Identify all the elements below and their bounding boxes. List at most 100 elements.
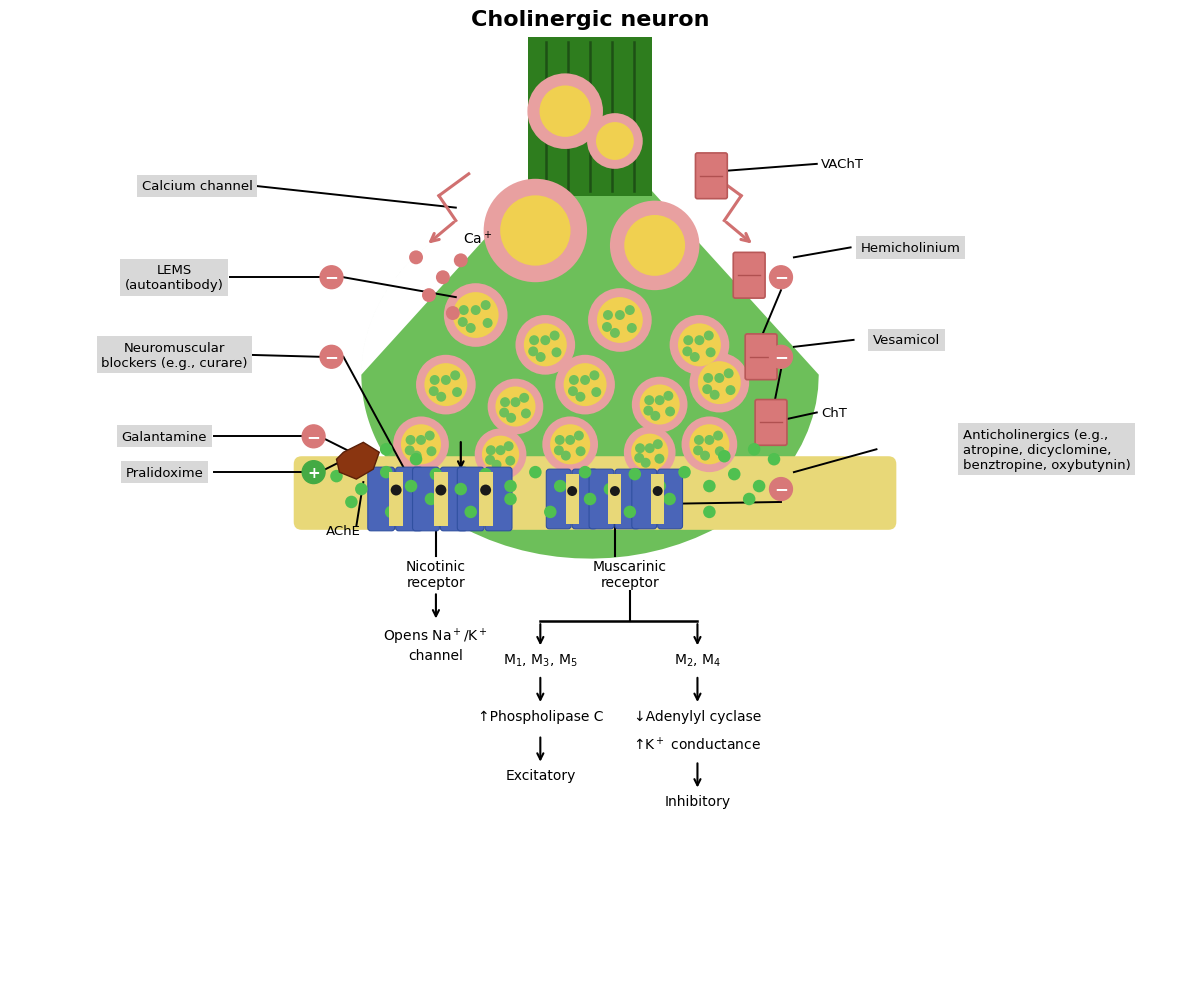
Circle shape xyxy=(704,435,714,445)
Circle shape xyxy=(436,271,450,285)
Circle shape xyxy=(610,202,700,291)
FancyBboxPatch shape xyxy=(368,468,395,531)
Circle shape xyxy=(653,487,662,497)
Circle shape xyxy=(683,336,694,346)
Circle shape xyxy=(654,454,665,464)
Circle shape xyxy=(678,466,691,479)
Circle shape xyxy=(485,455,496,465)
Circle shape xyxy=(550,331,559,341)
Circle shape xyxy=(391,485,402,496)
Circle shape xyxy=(486,445,496,455)
Circle shape xyxy=(625,306,635,316)
Circle shape xyxy=(624,506,636,519)
Circle shape xyxy=(521,410,530,419)
Circle shape xyxy=(678,324,721,367)
Bar xyxy=(528,43,652,192)
Circle shape xyxy=(587,114,643,170)
Circle shape xyxy=(540,336,551,346)
Circle shape xyxy=(425,493,437,506)
Bar xyxy=(479,473,493,526)
Circle shape xyxy=(404,446,415,456)
Circle shape xyxy=(505,456,515,466)
Circle shape xyxy=(689,424,730,465)
Circle shape xyxy=(401,424,442,465)
Circle shape xyxy=(464,506,476,519)
Bar xyxy=(652,475,664,524)
Circle shape xyxy=(510,398,521,408)
Circle shape xyxy=(504,493,517,506)
Circle shape xyxy=(330,470,343,483)
Text: −: − xyxy=(774,480,788,498)
Text: AChE: AChE xyxy=(326,524,361,537)
Circle shape xyxy=(655,396,665,406)
Circle shape xyxy=(520,394,529,404)
Circle shape xyxy=(504,480,517,493)
Circle shape xyxy=(724,369,733,379)
Circle shape xyxy=(643,407,653,416)
Text: +: + xyxy=(307,465,320,480)
Bar xyxy=(434,473,448,526)
Circle shape xyxy=(529,336,539,346)
Circle shape xyxy=(650,412,660,421)
Circle shape xyxy=(629,468,641,481)
Circle shape xyxy=(702,385,712,395)
Circle shape xyxy=(703,374,713,384)
Text: Vesamicol: Vesamicol xyxy=(872,334,940,347)
Circle shape xyxy=(769,266,792,289)
Circle shape xyxy=(385,506,397,519)
Circle shape xyxy=(346,496,358,509)
Circle shape xyxy=(644,396,654,406)
Circle shape xyxy=(564,364,606,407)
Circle shape xyxy=(726,386,736,396)
Circle shape xyxy=(504,441,514,451)
Circle shape xyxy=(506,414,516,423)
FancyBboxPatch shape xyxy=(294,457,896,530)
Circle shape xyxy=(496,387,535,427)
Circle shape xyxy=(748,443,761,456)
Circle shape xyxy=(596,123,634,161)
Text: −: − xyxy=(774,268,788,286)
Circle shape xyxy=(626,324,637,334)
Circle shape xyxy=(482,436,520,473)
Circle shape xyxy=(452,293,499,339)
Circle shape xyxy=(592,388,601,398)
Circle shape xyxy=(454,254,468,268)
FancyBboxPatch shape xyxy=(440,468,467,531)
Text: Excitatory: Excitatory xyxy=(505,768,576,782)
Circle shape xyxy=(714,374,725,384)
Circle shape xyxy=(713,431,724,441)
Circle shape xyxy=(690,353,700,363)
Circle shape xyxy=(560,451,571,461)
Circle shape xyxy=(475,429,527,481)
Circle shape xyxy=(444,284,508,348)
Circle shape xyxy=(556,356,614,415)
Text: −: − xyxy=(324,348,338,366)
Circle shape xyxy=(683,347,692,357)
Circle shape xyxy=(690,354,749,414)
Circle shape xyxy=(670,316,730,376)
Circle shape xyxy=(425,364,467,407)
Circle shape xyxy=(500,398,510,408)
Text: Nicotinic
receptor: Nicotinic receptor xyxy=(406,559,466,589)
Circle shape xyxy=(394,417,449,473)
Circle shape xyxy=(703,480,715,493)
Circle shape xyxy=(482,319,493,329)
Circle shape xyxy=(479,468,492,481)
Circle shape xyxy=(516,316,575,376)
Circle shape xyxy=(428,387,439,397)
Circle shape xyxy=(574,431,584,441)
Circle shape xyxy=(302,461,325,484)
Circle shape xyxy=(614,311,625,321)
Circle shape xyxy=(540,86,590,138)
Circle shape xyxy=(695,336,704,346)
Circle shape xyxy=(496,445,505,455)
Circle shape xyxy=(706,348,715,358)
Circle shape xyxy=(640,385,679,425)
Text: Inhibitory: Inhibitory xyxy=(665,794,731,808)
Text: ChT: ChT xyxy=(821,407,847,419)
Text: Galantamine: Galantamine xyxy=(121,430,208,443)
Circle shape xyxy=(487,380,544,435)
Circle shape xyxy=(653,439,662,449)
Text: Cholinergic neuron: Cholinergic neuron xyxy=(470,10,709,30)
FancyBboxPatch shape xyxy=(589,470,614,529)
